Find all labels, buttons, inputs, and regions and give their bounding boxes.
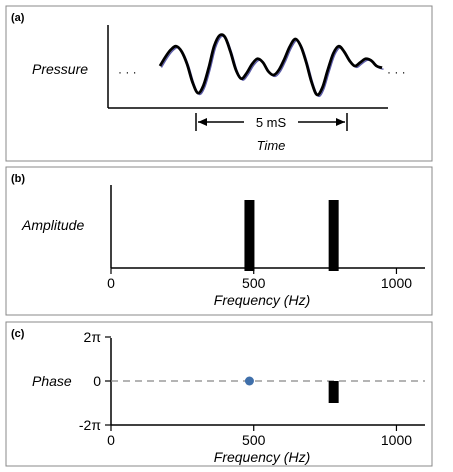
c-ytick-group: 2π 0 -2π <box>79 329 111 433</box>
phase-bar-780hz <box>328 381 339 403</box>
pressure-waveform <box>158 33 383 97</box>
phase-point-485hz <box>244 376 254 386</box>
panel-c-label: (c) <box>11 328 25 340</box>
pressure-axis-label: Pressure <box>32 61 88 77</box>
b-xtick-label-500: 500 <box>242 275 266 291</box>
c-ytick-label-1: 0 <box>93 373 101 389</box>
time-axis-label: Time <box>257 138 286 153</box>
c-xtick-group: 0 500 1000 <box>107 425 412 448</box>
phase-axis-label: Phase <box>32 373 72 389</box>
panel-b-frame <box>5 166 433 316</box>
panel-b: (b) Amplitude 0 500 1000 Frequency (Hz) <box>5 166 433 316</box>
c-xtick-label-0: 0 <box>107 432 115 448</box>
panel-c-frame <box>5 321 433 467</box>
b-xtick-label-0: 0 <box>107 275 115 291</box>
leading-dots: · · · <box>118 65 137 79</box>
panel-b-label: (b) <box>11 173 25 185</box>
interval-right-arrowhead <box>336 118 345 126</box>
c-mark-group <box>244 376 339 403</box>
amplitude-bar-485hz <box>244 200 255 271</box>
amplitude-bar-780hz <box>328 200 339 271</box>
c-xtick-label-500: 500 <box>242 432 266 448</box>
panel-c: (c) Phase 2π 0 -2π 0 500 1000 Frequency (Hz) <box>5 321 433 467</box>
frequency-axis-label-b: Frequency (Hz) <box>214 292 310 308</box>
c-ytick-label-2: -2π <box>79 417 101 433</box>
panel-a-label: (a) <box>11 12 25 24</box>
frequency-axis-label-c: Frequency (Hz) <box>214 449 310 465</box>
panel-a: (a) Pressure · · · · · · 5 mS Time <box>5 5 433 162</box>
trailing-dots: · · · <box>387 65 406 79</box>
amplitude-axis-label: Amplitude <box>21 217 84 233</box>
b-xtick-label-1000: 1000 <box>381 275 412 291</box>
c-xtick-label-1000: 1000 <box>381 432 412 448</box>
panel-a-frame <box>5 5 433 162</box>
c-ytick-label-0: 2π <box>84 329 102 345</box>
b-tick-group: 0 500 1000 <box>107 268 412 291</box>
interval-left-arrowhead <box>198 118 207 126</box>
b-bar-group <box>244 200 339 271</box>
interval-annotation: 5 mS <box>256 115 287 130</box>
